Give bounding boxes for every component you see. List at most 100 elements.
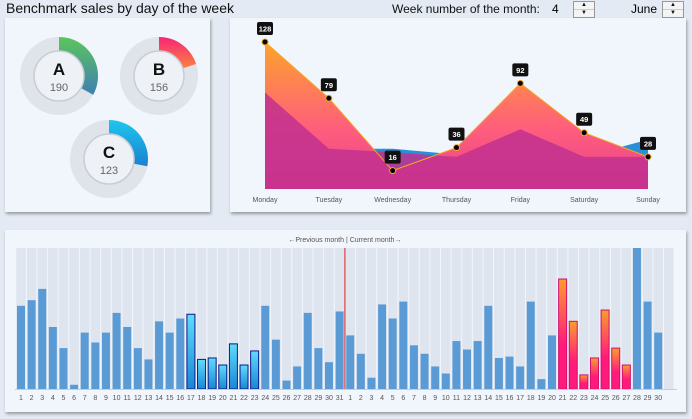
bar-chart: 1 2 3 4 5 6 7 8 9 10 11 12 13 14 15 16 17 18 19 20 21 22 23 24 2… — [15, 237, 677, 402]
bar-background — [441, 248, 451, 389]
day-label: 22 — [569, 395, 577, 402]
bar-background — [547, 248, 557, 389]
spin-up-icon[interactable]: ▲ — [663, 2, 683, 10]
spin-down-icon[interactable]: ▼ — [670, 10, 676, 16]
day-bar — [261, 305, 270, 389]
month-spinner[interactable]: ▲ ▼ — [662, 1, 684, 18]
day-bar — [293, 366, 302, 389]
day-label: 8 — [423, 395, 427, 402]
bar-background — [462, 248, 472, 389]
data-point — [325, 94, 333, 102]
data-point — [516, 79, 524, 87]
donut-value: 123 — [99, 165, 119, 177]
data-label-box — [640, 136, 656, 150]
highlighted-day-bar — [239, 364, 249, 390]
highlighted-day-bar — [207, 357, 217, 390]
day-bar — [271, 339, 280, 389]
highlighted-day-bar — [186, 313, 196, 390]
bar-background — [271, 248, 281, 389]
day-label: 16 — [506, 395, 514, 402]
day-label: 8 — [93, 395, 97, 402]
week-number-value: 4 — [552, 2, 559, 16]
day-bar — [165, 332, 174, 389]
day-bar — [144, 359, 153, 389]
bar-background — [154, 248, 164, 389]
bar-background — [430, 248, 440, 389]
donut-b: B 156 — [119, 36, 199, 116]
bar-background — [472, 248, 483, 389]
data-label-box — [384, 150, 401, 164]
spin-down-icon[interactable]: ▼ — [581, 10, 587, 16]
day-label: 26 — [283, 395, 291, 402]
day-label: 9 — [433, 395, 437, 402]
bar-chart-panel: 1 2 3 4 5 6 7 8 9 10 11 12 13 14 15 16 17 18 19 20 21 22 23 24 2… — [5, 230, 686, 412]
x-tick-label: Tuesday — [316, 197, 343, 204]
data-label-box — [257, 22, 273, 35]
day-label: 29 — [644, 395, 652, 402]
bar-background — [239, 248, 249, 389]
week-spinner[interactable]: ▲ ▼ — [573, 1, 595, 18]
area-series-dark — [265, 92, 648, 189]
day-label: 10 — [113, 395, 121, 402]
day-bar — [548, 335, 556, 389]
day-bar — [494, 357, 503, 389]
day-bar — [335, 311, 344, 389]
bar-background — [324, 248, 334, 389]
bar-background — [451, 248, 462, 389]
day-label: 28 — [633, 395, 641, 402]
day-label: 1 — [19, 395, 23, 402]
bar-background — [249, 248, 260, 389]
bar-background — [122, 248, 132, 389]
donut-label: C — [102, 143, 116, 162]
day-label: 22 — [240, 395, 248, 402]
day-label: 11 — [124, 395, 131, 402]
spin-up-icon[interactable]: ▲ — [574, 2, 594, 10]
bar-background — [196, 248, 207, 389]
bar-background — [515, 248, 525, 389]
highlighted-day-bar — [600, 309, 610, 390]
x-tick-label: Thursday — [442, 197, 472, 204]
bar-background — [58, 248, 69, 389]
day-bar — [59, 348, 68, 389]
day-label: 17 — [516, 395, 524, 402]
highlighted-day-bar — [611, 347, 621, 390]
day-label: 10 — [442, 395, 450, 402]
data-label-box — [512, 63, 529, 77]
day-bar — [526, 301, 535, 389]
x-tick-label: Friday — [511, 197, 531, 204]
day-label: 17 — [187, 395, 195, 402]
day-bar — [505, 356, 514, 389]
day-label: 5 — [62, 395, 66, 402]
day-label: 27 — [293, 395, 301, 402]
bar-background — [536, 248, 547, 389]
day-label: 21 — [559, 395, 567, 402]
data-label: 128 — [259, 25, 272, 34]
day-label: 29 — [314, 395, 322, 402]
day-label: 21 — [230, 395, 238, 402]
bar-background — [79, 248, 90, 389]
day-label: 14 — [155, 395, 163, 402]
bar-background — [610, 248, 621, 389]
bar-background — [568, 248, 579, 389]
highlighted-day-bar — [621, 364, 631, 390]
data-label: 49 — [580, 115, 588, 124]
highlighted-day-bar — [250, 350, 260, 390]
highlighted-day-bar — [589, 357, 599, 390]
bar-background — [494, 248, 504, 389]
bar-background — [228, 248, 239, 389]
day-bar — [38, 288, 47, 389]
day-label: 6 — [401, 395, 405, 402]
day-label: 30 — [654, 395, 662, 402]
bar-background — [419, 248, 430, 389]
bar-background — [504, 248, 515, 389]
day-bar — [123, 326, 132, 389]
data-label: 16 — [388, 153, 396, 162]
donut-ring — [120, 37, 198, 115]
day-bar — [91, 342, 100, 389]
bar-background — [90, 248, 101, 389]
day-bar — [282, 380, 291, 389]
day-bar — [378, 304, 387, 389]
day-bar — [303, 312, 312, 389]
day-bar — [643, 301, 652, 389]
day-bar — [473, 341, 482, 389]
